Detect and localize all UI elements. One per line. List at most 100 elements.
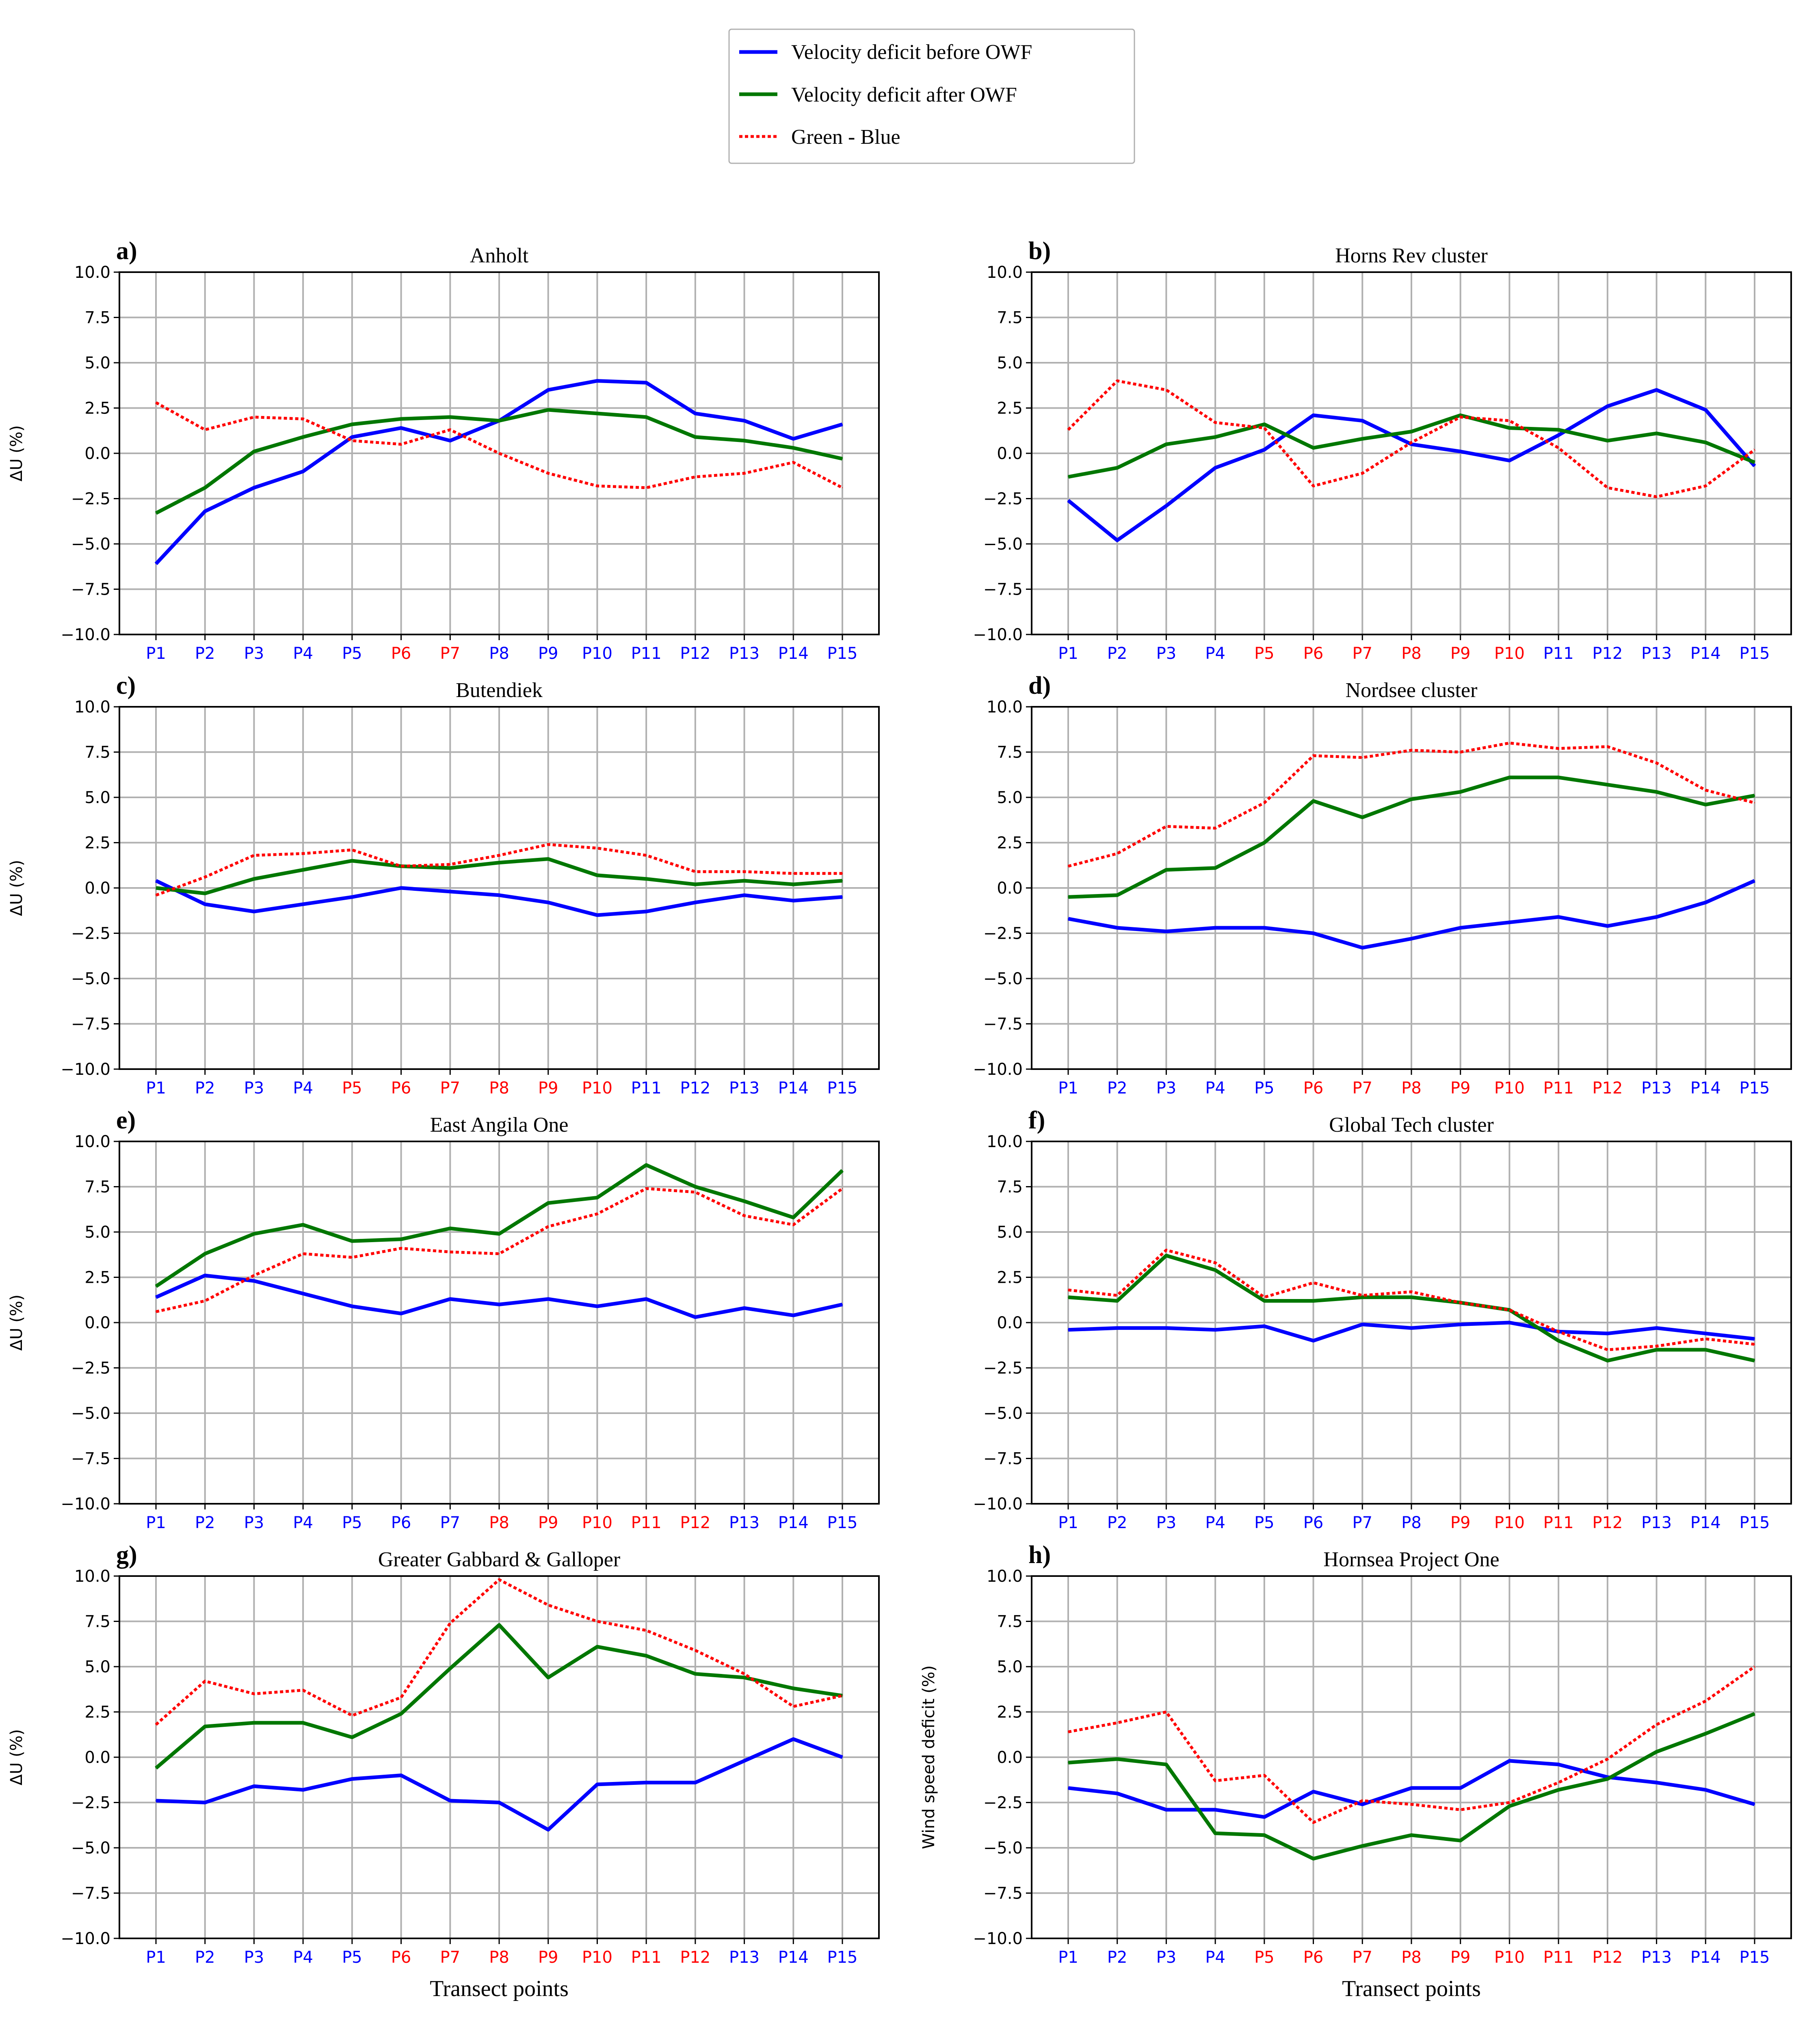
x-tick-label-p5: P5 <box>1254 1948 1275 1967</box>
y-tick-label: −10.0 <box>973 626 1023 644</box>
data-point-diff <box>646 1188 647 1189</box>
data-point-before <box>400 1775 402 1776</box>
data-point-diff <box>1411 1291 1412 1293</box>
data-point-before <box>793 438 794 440</box>
x-tick-label-p12: P12 <box>680 1514 710 1532</box>
x-tick-label-p8: P8 <box>489 1514 509 1532</box>
x-tick-label-p8: P8 <box>1401 1948 1422 1967</box>
data-point-after <box>548 1202 549 1204</box>
data-point-before <box>1362 947 1363 948</box>
data-point-after <box>1068 476 1069 477</box>
y-tick-label: −5.0 <box>983 1404 1023 1423</box>
data-point-before <box>1754 1804 1755 1805</box>
x-tick-label-p7: P7 <box>1352 1948 1372 1967</box>
data-point-after <box>253 1722 255 1724</box>
x-tick-label-p10: P10 <box>1494 1079 1525 1098</box>
data-point-diff <box>204 1680 206 1682</box>
panel-title: Hornsea Project One <box>1323 1548 1499 1571</box>
data-point-diff <box>1362 473 1363 474</box>
y-tick-label: 0.0 <box>997 1748 1023 1767</box>
data-point-diff <box>1656 1724 1657 1725</box>
x-tick-label-p12: P12 <box>680 1948 710 1967</box>
data-point-before <box>1313 1340 1314 1341</box>
y-tick-label: 0.0 <box>997 444 1023 463</box>
data-point-before <box>1705 1789 1706 1791</box>
panel-label: g) <box>116 1541 137 1569</box>
data-point-before <box>1607 406 1608 407</box>
data-point-diff <box>1607 1349 1608 1350</box>
y-tick-label: 0.0 <box>84 1314 110 1332</box>
data-point-diff <box>1754 802 1755 803</box>
data-point-diff <box>204 1300 206 1301</box>
data-point-diff <box>1607 746 1608 747</box>
data-point-after <box>1411 431 1412 432</box>
data-point-before <box>1607 1333 1608 1334</box>
data-point-after <box>842 1170 843 1171</box>
data-point-diff <box>1264 427 1265 429</box>
plot-frame <box>119 706 880 1070</box>
data-point-before <box>1313 1791 1314 1792</box>
x-tick-label-p10: P10 <box>582 1948 612 1967</box>
panel-label: c) <box>116 672 136 699</box>
data-point-diff <box>1362 1800 1363 1801</box>
legend-label-before: Velocity deficit before OWF <box>791 41 1032 64</box>
x-tick-label-p7: P7 <box>440 1514 460 1532</box>
data-point-before <box>1509 1760 1510 1761</box>
data-point-after <box>204 1726 206 1727</box>
plot-frame <box>1031 271 1792 635</box>
y-tick-label: 10.0 <box>74 698 110 717</box>
data-point-after <box>1754 1360 1755 1361</box>
data-point-before <box>1068 918 1069 919</box>
data-point-after <box>351 1737 353 1738</box>
data-point-diff <box>548 1604 549 1606</box>
x-tick-label-p15: P15 <box>827 1514 857 1532</box>
data-point-before <box>1264 449 1265 450</box>
data-point-before <box>646 382 647 383</box>
data-point-diff <box>1117 1295 1118 1296</box>
data-point-diff <box>1313 1822 1314 1823</box>
y-tick-label: 2.5 <box>997 1269 1023 1287</box>
data-point-after <box>793 1217 794 1218</box>
x-tick-label-p11: P11 <box>631 644 662 663</box>
y-tick-label: 2.5 <box>84 834 110 853</box>
x-tick-label-p1: P1 <box>1058 1948 1078 1967</box>
legend-frame <box>728 28 1135 164</box>
data-point-after <box>1215 1833 1216 1834</box>
x-tick-label-p10: P10 <box>1494 1948 1525 1967</box>
data-point-before <box>1705 409 1706 410</box>
plot-frame <box>119 271 880 635</box>
data-point-before <box>1705 1333 1706 1334</box>
y-tick-label: −10.0 <box>61 1929 110 1948</box>
data-point-before <box>695 1316 696 1318</box>
data-point-diff <box>1215 1262 1216 1263</box>
data-point-before <box>1509 460 1510 461</box>
data-point-after <box>744 1201 745 1202</box>
x-tick-label-p15: P15 <box>1739 1079 1770 1098</box>
x-tick-label-p14: P14 <box>778 1514 809 1532</box>
data-point-before <box>1460 927 1461 929</box>
y-tick-label: 7.5 <box>84 1613 110 1631</box>
legend-label-diff: Green - Blue <box>791 126 900 149</box>
data-point-diff <box>548 844 549 845</box>
y-tick-label: 5.0 <box>997 354 1023 372</box>
y-tick-label: −7.5 <box>983 1015 1023 1034</box>
data-point-diff <box>695 476 696 477</box>
y-tick-label: −10.0 <box>973 1495 1023 1514</box>
y-tick-label: −7.5 <box>983 1450 1023 1468</box>
x-axis-label: Transect points <box>430 1976 569 2001</box>
y-tick-label: 0.0 <box>84 444 110 463</box>
data-point-before <box>400 427 402 429</box>
data-point-after <box>1362 1297 1363 1298</box>
data-point-diff <box>744 1215 745 1216</box>
data-point-after <box>793 1688 794 1689</box>
x-tick-label-p13: P13 <box>1641 644 1672 663</box>
y-axis-label: ΔU (%) <box>7 425 26 482</box>
data-point-diff <box>548 1226 549 1227</box>
data-point-diff <box>1558 748 1559 749</box>
y-tick-label: −10.0 <box>61 626 110 644</box>
data-point-after <box>1313 1300 1314 1301</box>
x-tick-label-p9: P9 <box>538 1948 558 1967</box>
x-tick-label-p3: P3 <box>1156 644 1177 663</box>
y-tick-label: 10.0 <box>987 263 1023 282</box>
y-tick-label: −5.0 <box>71 970 110 988</box>
